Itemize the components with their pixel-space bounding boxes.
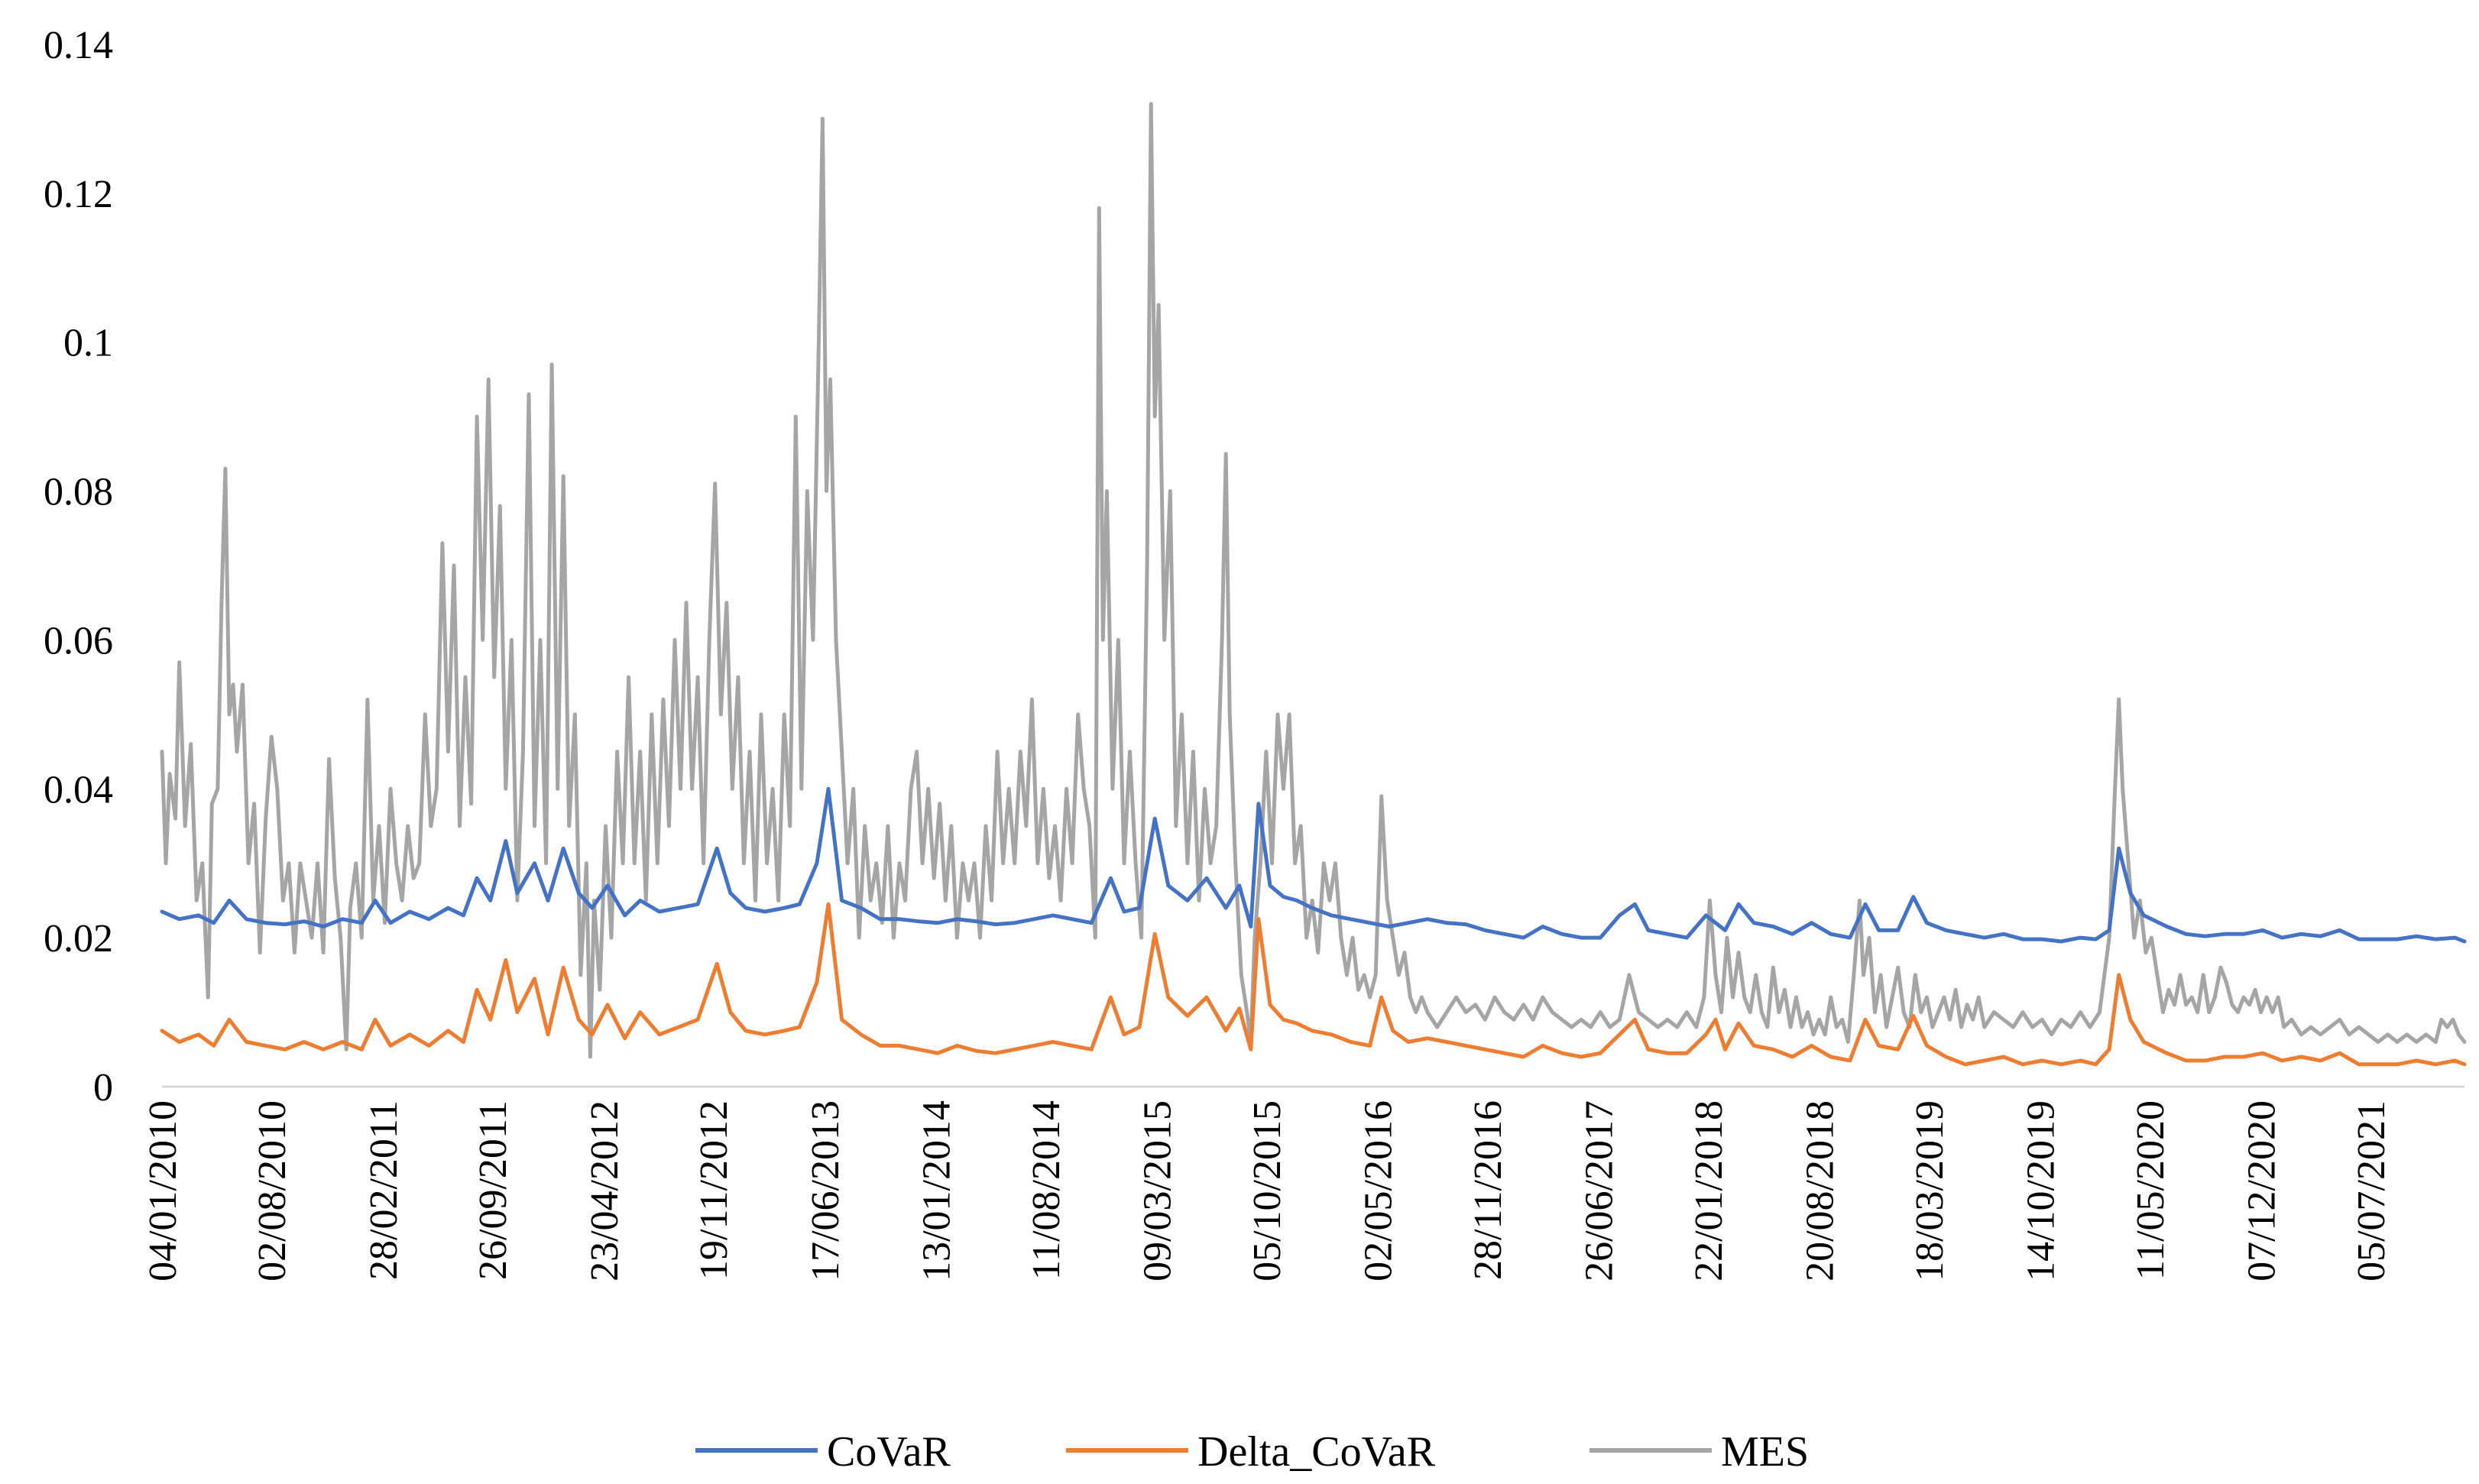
y-tick-label: 0.1: [63, 322, 113, 365]
x-tick-label: 28/11/2016: [1466, 1100, 1510, 1280]
series-line-mes: [160, 102, 2467, 1059]
x-tick-label: 11/08/2014: [1025, 1100, 1068, 1280]
y-tick-label: 0.14: [44, 24, 113, 67]
y-tick-label: 0.12: [44, 173, 113, 216]
y-tick-label: 0.06: [44, 619, 113, 663]
legend-label-covar: CoVaR: [827, 1428, 951, 1476]
legend-label-mes: MES: [1721, 1428, 1809, 1476]
x-tick-label: 20/08/2018: [1799, 1100, 1842, 1281]
x-tick-label: 02/08/2010: [251, 1100, 294, 1281]
x-tick-label: 11/05/2020: [2129, 1100, 2173, 1280]
x-tick-label: 07/12/2020: [2241, 1100, 2284, 1281]
x-tick-label: 13/01/2014: [915, 1100, 959, 1281]
legend: CoVaR Delta_CoVaR MES: [695, 1428, 1809, 1476]
x-tick-label: 23/04/2012: [583, 1100, 627, 1281]
x-axis-ticks: 04/01/2010 02/08/2010 28/02/2011 26/09/2011…: [141, 1100, 2393, 1281]
x-tick-label: 05/07/2021: [2350, 1100, 2393, 1281]
x-tick-label: 04/01/2010: [141, 1100, 185, 1281]
series-lines: [160, 102, 2467, 1067]
x-tick-label: 26/06/2017: [1578, 1100, 1622, 1281]
y-tick-label: 0.04: [44, 768, 113, 812]
x-tick-label: 22/01/2018: [1687, 1100, 1731, 1281]
y-tick-label: 0.02: [44, 917, 113, 961]
x-tick-label: 09/03/2015: [1136, 1100, 1180, 1281]
x-tick-label: 28/02/2011: [362, 1100, 406, 1280]
y-tick-label: 0: [93, 1066, 113, 1110]
x-tick-label: 26/09/2011: [471, 1100, 515, 1280]
x-tick-label: 17/06/2013: [804, 1100, 847, 1281]
x-tick-label: 18/03/2019: [1908, 1100, 1952, 1281]
y-axis-ticks: 0 0.02 0.04 0.06 0.08 0.1 0.12 0.14: [44, 24, 113, 1110]
series-line-covar: [160, 786, 2467, 944]
x-tick-label: 02/05/2016: [1357, 1100, 1401, 1281]
x-tick-label: 14/10/2019: [2020, 1100, 2063, 1281]
legend-label-delta-covar: Delta_CoVaR: [1197, 1428, 1436, 1476]
series-line-delta-covar: [160, 902, 2467, 1067]
x-tick-label: 19/11/2012: [692, 1100, 736, 1280]
y-tick-label: 0.08: [44, 471, 113, 514]
x-tick-label: 05/10/2015: [1246, 1100, 1289, 1281]
